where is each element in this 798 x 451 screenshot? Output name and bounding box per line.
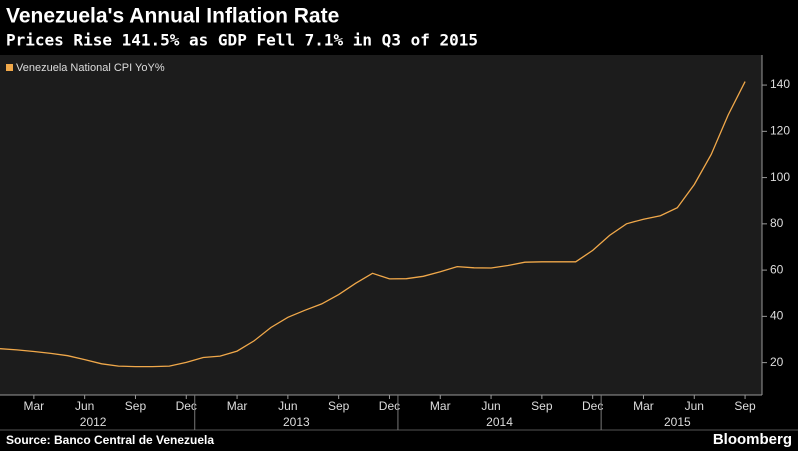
x-year-label: 2012 xyxy=(80,415,107,429)
x-tick-label: Dec xyxy=(379,399,400,413)
x-tick-label: Mar xyxy=(227,399,248,413)
x-tick-label: Jun xyxy=(685,399,704,413)
x-tick-label: Jun xyxy=(278,399,297,413)
x-year-label: 2013 xyxy=(283,415,310,429)
x-tick-label: Sep xyxy=(531,399,553,413)
source: Source: Banco Central de Venezuela xyxy=(6,433,214,447)
series-line xyxy=(0,81,746,368)
y-tick-label: 80 xyxy=(770,216,784,230)
x-tick-label: Jun xyxy=(481,399,500,413)
logo: Bloomberg xyxy=(713,431,792,448)
x-tick-label: Mar xyxy=(24,399,45,413)
x-year-label: 2015 xyxy=(664,415,691,429)
x-tick-label: Sep xyxy=(125,399,147,413)
chart-title: Venezuela's Annual Inflation Rate xyxy=(6,5,339,28)
legend-swatch xyxy=(6,64,13,71)
x-tick-label: Jun xyxy=(75,399,94,413)
plot-area xyxy=(0,55,762,395)
chart-subtitle: Prices Rise 141.5% as GDP Fell 7.1% in Q… xyxy=(6,31,478,50)
y-tick-label: 40 xyxy=(770,309,784,323)
x-year-label: 2014 xyxy=(486,415,513,429)
x-tick-label: Mar xyxy=(430,399,451,413)
y-tick-label: 140 xyxy=(770,77,790,91)
y-tick-label: 20 xyxy=(770,355,784,369)
y-tick-label: 100 xyxy=(770,170,790,184)
y-tick-label: 60 xyxy=(770,262,784,276)
legend-label: Venezuela National CPI YoY% xyxy=(16,62,165,74)
x-tick-label: Sep xyxy=(328,399,350,413)
x-tick-label: Dec xyxy=(582,399,603,413)
x-tick-label: Mar xyxy=(633,399,654,413)
y-tick-label: 120 xyxy=(770,123,790,137)
x-tick-label: Sep xyxy=(734,399,756,413)
x-tick-label: Dec xyxy=(176,399,197,413)
